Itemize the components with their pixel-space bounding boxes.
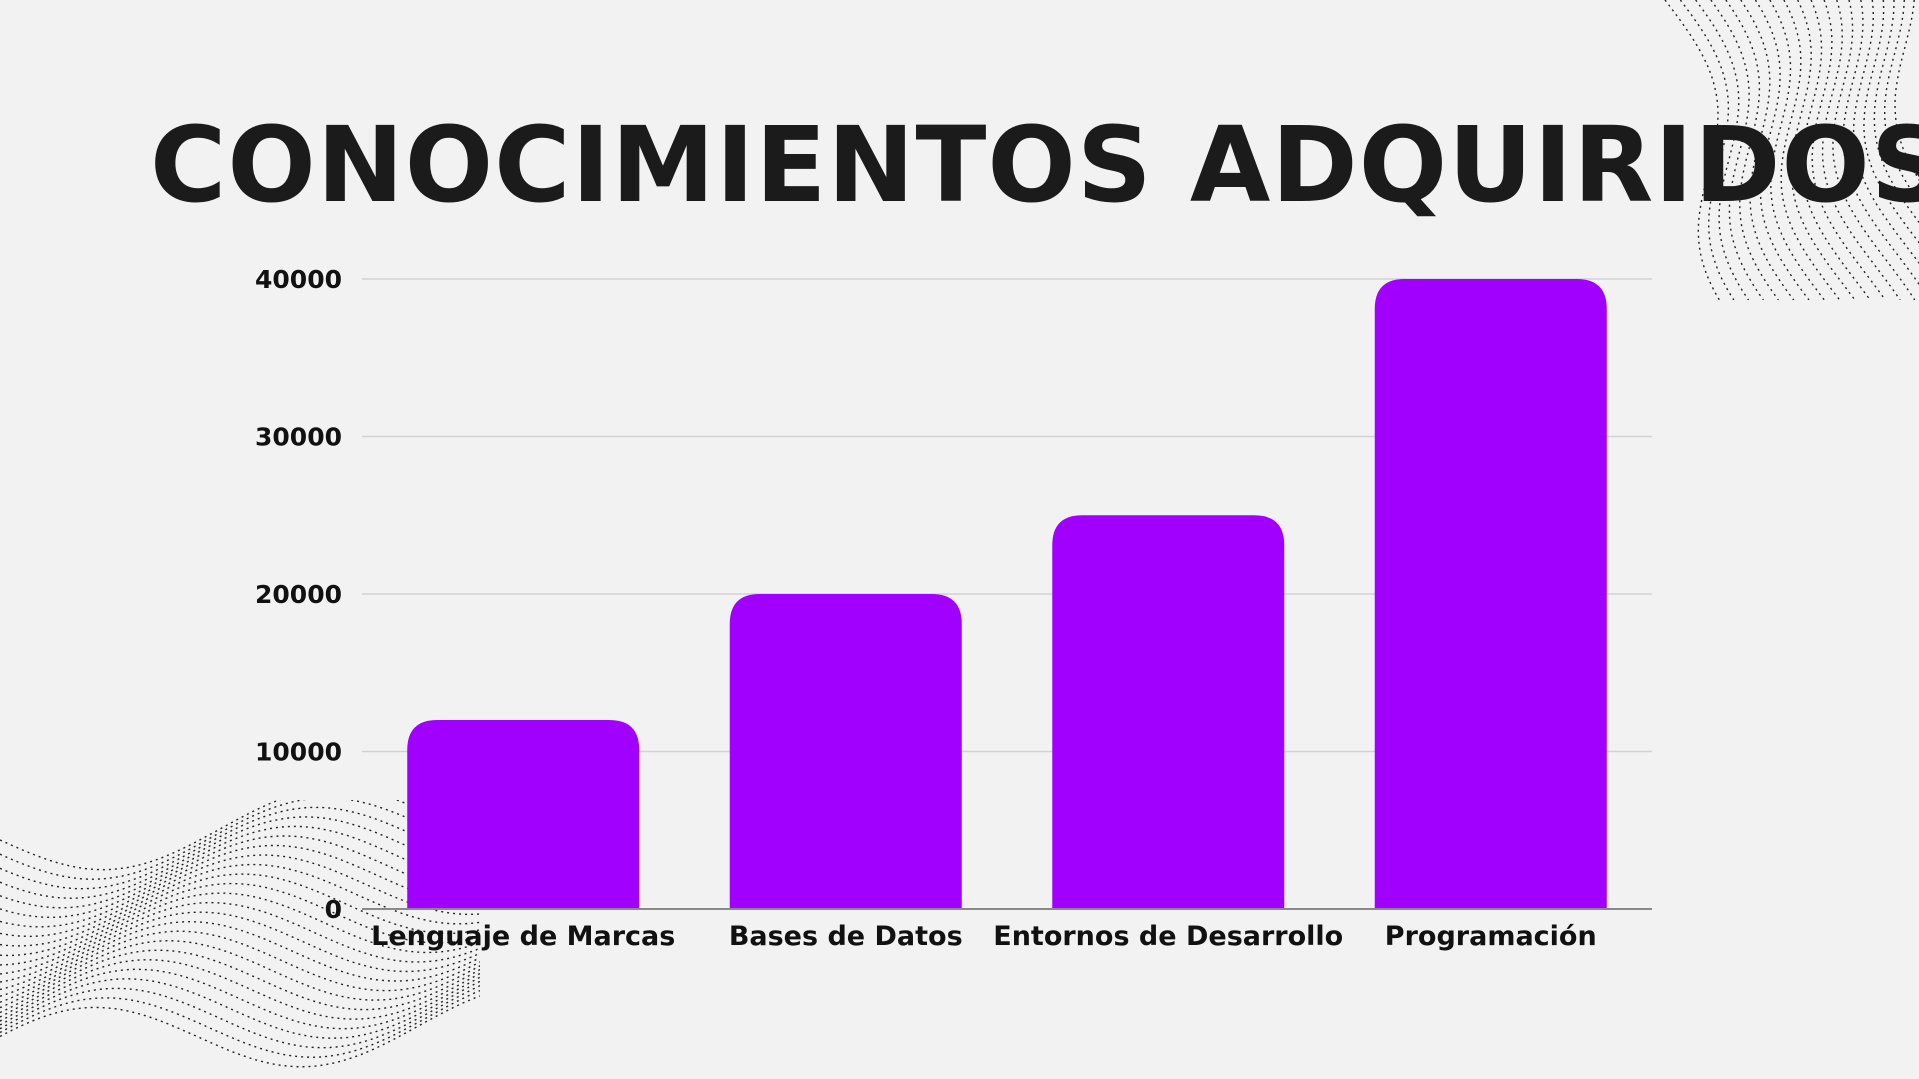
dotted-wave-decoration-top-right bbox=[1664, 0, 1919, 300]
y-tick-label: 10000 bbox=[255, 738, 342, 767]
x-tick-label: Bases de Datos bbox=[729, 921, 963, 952]
x-tick-label: Entornos de Desarrollo bbox=[993, 921, 1343, 952]
dotted-wave-decoration-bottom-left bbox=[0, 800, 480, 1068]
x-tick-label: Programación bbox=[1385, 921, 1597, 952]
y-tick-label: 40000 bbox=[255, 265, 342, 294]
x-tick-label: Lenguaje de Marcas bbox=[371, 921, 675, 952]
bar-2 bbox=[729, 594, 962, 909]
bar-1 bbox=[407, 720, 640, 909]
y-tick-label: 20000 bbox=[255, 580, 342, 609]
y-tick-label: 0 bbox=[325, 895, 342, 924]
y-tick-label: 30000 bbox=[255, 423, 342, 452]
bar-4 bbox=[1374, 279, 1607, 909]
bar-3 bbox=[1052, 515, 1285, 909]
page-title: CONOCIMIENTOS ADQUIRIDOS bbox=[150, 104, 1919, 226]
